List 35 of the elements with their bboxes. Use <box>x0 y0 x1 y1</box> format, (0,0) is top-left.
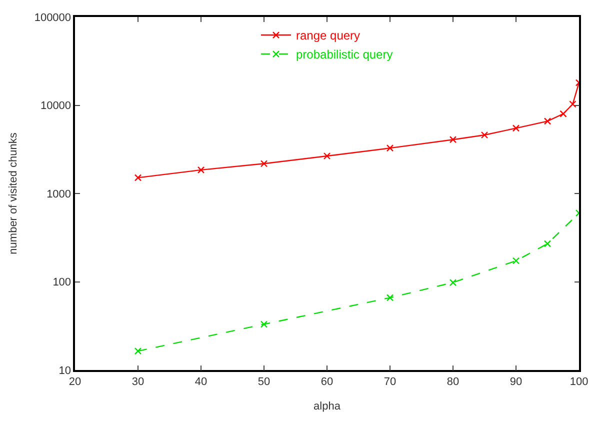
legend-label: range query <box>296 28 360 43</box>
x-axis-title: alpha <box>314 400 342 413</box>
legend-label: probabilistic query <box>296 48 393 62</box>
y-tick-label: 10 <box>58 364 72 377</box>
point <box>386 294 394 302</box>
y-tick-label: 1000 <box>46 188 72 200</box>
y-tick-label: 100 <box>52 276 72 289</box>
point <box>544 118 552 125</box>
x-tick-label: 80 <box>446 376 460 388</box>
x-tick-label: 30 <box>132 376 144 388</box>
x-tick-label: 100 <box>570 376 588 388</box>
point <box>386 144 394 152</box>
point <box>197 166 205 174</box>
point <box>134 174 142 182</box>
point <box>512 124 520 132</box>
point <box>260 160 268 168</box>
point <box>449 136 457 144</box>
point <box>134 347 142 355</box>
point <box>512 257 520 264</box>
point <box>480 131 488 139</box>
x-tick-label: 60 <box>320 376 334 388</box>
y-axis-title: number of visited chunks <box>7 132 20 254</box>
y-tick-label: 10000 <box>40 100 72 112</box>
point <box>544 240 552 248</box>
x-tick-label: 20 <box>68 376 82 388</box>
point <box>260 320 268 328</box>
x-tick-label: 90 <box>510 376 522 388</box>
y-tick-label: 100000 <box>34 12 72 24</box>
point <box>560 110 567 118</box>
point <box>449 278 457 286</box>
point <box>323 152 331 160</box>
x-tick-label: 40 <box>194 376 208 388</box>
x-tick-label: 50 <box>258 376 270 388</box>
x-tick-label: 70 <box>384 376 396 388</box>
point <box>569 100 576 108</box>
